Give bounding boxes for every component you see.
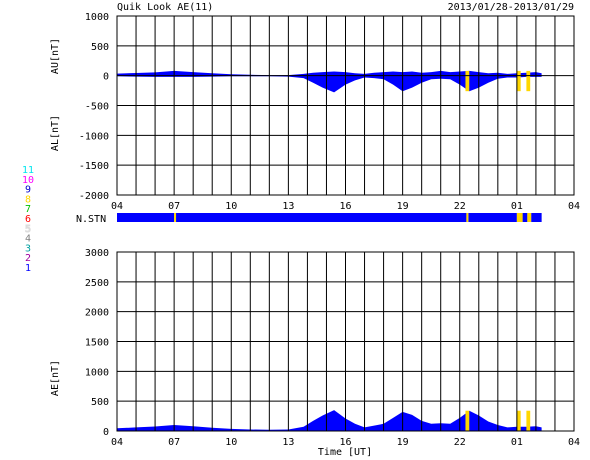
x-tick-label: 04 (568, 437, 580, 448)
station-bar-highlight (516, 213, 523, 222)
legend-item: 11 (22, 165, 34, 176)
legend-item: 2 (25, 253, 31, 264)
station-bar-segment (522, 213, 528, 222)
station-count-panel: N.STN (76, 213, 542, 225)
x-tick-label: 04 (568, 201, 580, 212)
al-axis-label: AL[nT] (50, 115, 61, 151)
x-tick-label: 10 (225, 437, 237, 448)
y-tick-label: 1000 (85, 367, 109, 378)
y-tick-label: 500 (91, 397, 109, 408)
legend-item: 8 (25, 194, 31, 205)
highlight-band (516, 70, 521, 92)
y-tick-label: 2500 (85, 278, 109, 289)
y-tick-label: 500 (91, 42, 109, 53)
y-tick-label: -1500 (79, 161, 109, 172)
station-bar-segment (531, 213, 542, 222)
legend-item: 9 (25, 185, 31, 196)
legend-item: 1 (25, 263, 31, 274)
x-tick-label: 07 (168, 437, 180, 448)
y-tick-label: -1000 (79, 131, 109, 142)
y-tick-label: 1000 (85, 12, 109, 23)
au-area (117, 70, 542, 76)
y-tick-label: -500 (85, 102, 109, 113)
au-axis-label: AU[nT] (50, 38, 61, 74)
station-bar-highlight (466, 213, 469, 222)
x-tick-label: 01 (511, 437, 523, 448)
x-tick-label: 07 (168, 201, 180, 212)
x-tick-label: 13 (282, 437, 294, 448)
ae-axis-label: AE[nT] (50, 360, 61, 396)
x-tick-label: 22 (454, 437, 466, 448)
plot-frame (116, 251, 575, 432)
station-bar-segment (117, 213, 175, 222)
legend-item: 3 (25, 243, 31, 254)
plot-frame (116, 15, 575, 196)
highlight-band (465, 70, 470, 92)
x-tick-label: 19 (397, 201, 409, 212)
al-area (117, 75, 542, 93)
y-tick-label: 2000 (85, 308, 109, 319)
x-tick-label: 19 (397, 437, 409, 448)
station-bar-highlight (527, 213, 532, 222)
highlight-band (526, 70, 531, 92)
x-tick-label: 22 (454, 201, 466, 212)
date-range: 2013/01/28-2013/01/29 (448, 2, 574, 13)
x-tick-label: 10 (225, 201, 237, 212)
legend-item: 6 (25, 214, 31, 225)
y-tick-label: 0 (103, 72, 109, 83)
nstn-label: N.STN (76, 214, 106, 225)
highlight-band (526, 410, 531, 431)
station-bar-segment (176, 213, 467, 222)
legend-item: 10 (22, 175, 34, 186)
x-tick-label: 13 (282, 201, 294, 212)
station-bar-segment (468, 213, 517, 222)
x-tick-label: 16 (339, 437, 351, 448)
x-axis-title: Time [UT] (318, 447, 372, 458)
legend-item: 4 (25, 234, 31, 245)
x-tick-label: 01 (511, 201, 523, 212)
station-bar-highlight (174, 213, 177, 222)
ae-area (117, 410, 542, 431)
y-tick-label: 3000 (85, 248, 109, 259)
legend-item: 7 (25, 204, 31, 215)
y-tick-label: -2000 (79, 191, 109, 202)
x-tick-label: 04 (111, 201, 123, 212)
y-tick-label: 0 (103, 427, 109, 438)
y-tick-label: 1500 (85, 338, 109, 349)
highlight-band (516, 410, 521, 431)
x-tick-label: 16 (339, 201, 351, 212)
legend-item: 5 (25, 224, 31, 235)
x-tick-label: 04 (111, 437, 123, 448)
highlight-band (465, 410, 470, 431)
chart-title: Quik Look AE(11) (117, 2, 213, 13)
